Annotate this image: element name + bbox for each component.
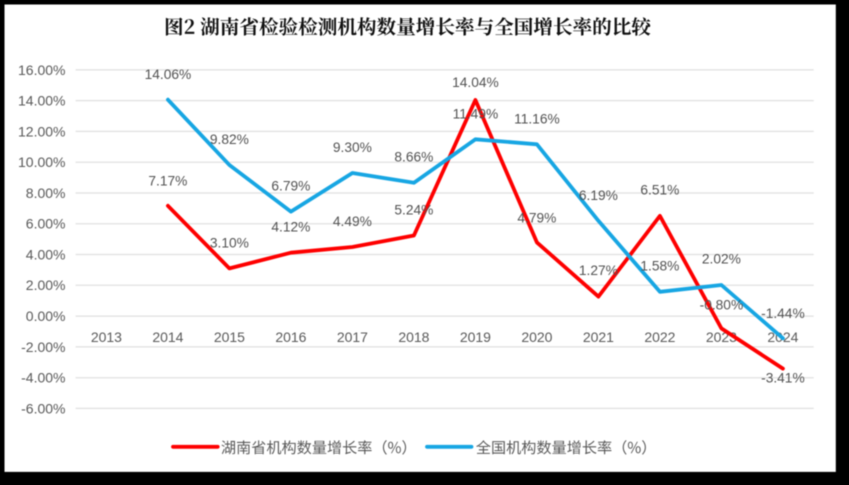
svg-text:2022: 2022 — [644, 329, 675, 345]
svg-text:11.16%: 11.16% — [514, 111, 560, 126]
svg-text:6.51%: 6.51% — [640, 182, 679, 197]
svg-text:2020: 2020 — [521, 329, 552, 345]
svg-text:14.06%: 14.06% — [145, 67, 192, 82]
svg-text:-3.41%: -3.41% — [761, 370, 805, 385]
svg-text:2014: 2014 — [152, 329, 183, 345]
svg-text:9.82%: 9.82% — [210, 132, 249, 147]
svg-text:2021: 2021 — [583, 329, 614, 345]
svg-text:-6.00%: -6.00% — [21, 400, 65, 416]
svg-text:4.00%: 4.00% — [26, 246, 66, 262]
svg-text:7.17%: 7.17% — [148, 173, 187, 188]
svg-text:9.30%: 9.30% — [333, 140, 372, 155]
svg-text:4.12%: 4.12% — [271, 220, 310, 235]
svg-text:4.79%: 4.79% — [517, 210, 556, 225]
svg-text:11.49%: 11.49% — [453, 106, 499, 121]
svg-text:5.24%: 5.24% — [394, 202, 433, 217]
svg-text:1.27%: 1.27% — [579, 263, 618, 278]
svg-text:2.02%: 2.02% — [702, 252, 741, 267]
svg-text:2019: 2019 — [460, 329, 491, 345]
svg-text:4.49%: 4.49% — [333, 214, 372, 229]
svg-text:2013: 2013 — [91, 329, 122, 345]
svg-text:-1.44%: -1.44% — [761, 306, 805, 321]
svg-text:2015: 2015 — [214, 329, 245, 345]
svg-text:2017: 2017 — [337, 329, 368, 345]
svg-text:6.79%: 6.79% — [271, 178, 310, 193]
svg-text:6.00%: 6.00% — [26, 216, 66, 232]
svg-text:16.00%: 16.00% — [18, 62, 65, 78]
svg-text:6.19%: 6.19% — [579, 188, 618, 203]
svg-text:-4.00%: -4.00% — [21, 370, 65, 386]
svg-text:2018: 2018 — [398, 329, 429, 345]
svg-text:-0.80%: -0.80% — [700, 297, 744, 312]
svg-text:0.00%: 0.00% — [26, 308, 66, 324]
svg-text:8.00%: 8.00% — [26, 185, 66, 201]
svg-text:10.00%: 10.00% — [18, 154, 65, 170]
svg-text:1.58%: 1.58% — [640, 259, 679, 274]
svg-text:2016: 2016 — [275, 329, 306, 345]
svg-text:8.66%: 8.66% — [394, 149, 433, 164]
svg-text:2.00%: 2.00% — [26, 277, 66, 293]
svg-text:14.04%: 14.04% — [452, 75, 499, 90]
svg-text:14.00%: 14.00% — [18, 93, 65, 109]
svg-text:-2.00%: -2.00% — [21, 339, 65, 355]
svg-text:12.00%: 12.00% — [18, 123, 65, 139]
svg-text:3.10%: 3.10% — [210, 235, 249, 250]
